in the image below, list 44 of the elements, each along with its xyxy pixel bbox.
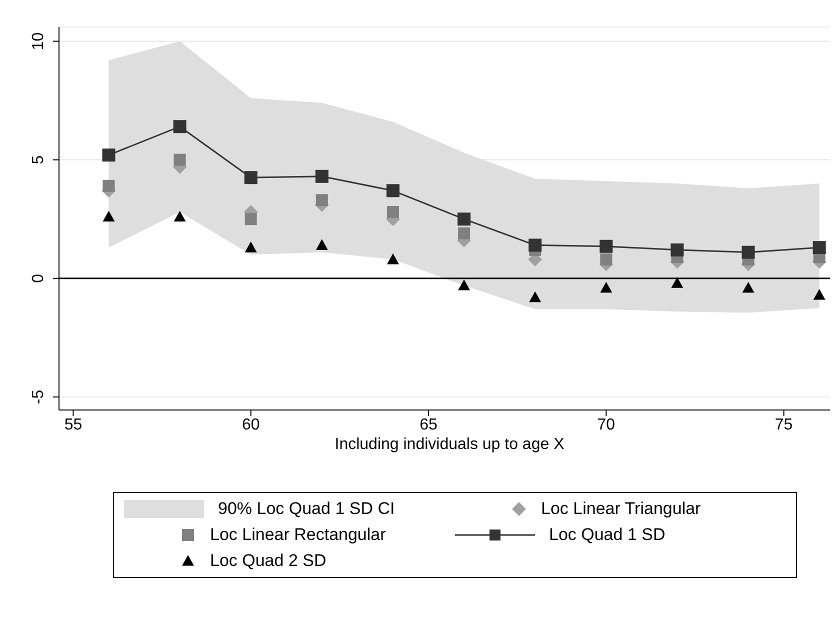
x-tick-label: 65 [420,416,438,434]
point [316,239,328,250]
legend-label: Loc Quad 1 SD [549,525,666,545]
point [102,180,115,192]
point [102,210,115,222]
point [528,238,542,252]
point [244,213,257,226]
point [316,194,328,206]
point [173,120,186,134]
point [600,253,612,266]
point [458,212,471,226]
point [174,210,186,222]
point [529,291,542,302]
x-tick-label: 75 [774,416,793,434]
legend-label: Loc Linear Triangular [541,499,701,519]
point [742,246,755,259]
point [600,282,612,293]
x-tick-label: 60 [242,416,260,434]
y-tick-label: 0 [30,274,47,283]
point [244,242,257,252]
point [244,171,258,184]
point [102,148,116,162]
point [386,253,399,264]
point [386,184,400,198]
point [458,227,470,240]
x-axis-title: Including individuals up to age X [334,436,566,454]
point [742,282,754,293]
point [812,241,826,254]
x-tick-label: 70 [597,416,616,434]
point [315,170,328,183]
point [813,288,826,300]
y-tick-label: 10 [30,32,47,50]
point [600,240,613,253]
point [458,279,470,290]
legend-label: Loc Quad 2 SD [210,551,326,571]
point [386,206,399,218]
text: 90% Loc Quad 1 SD CI [218,499,395,519]
point [670,243,684,256]
point [671,277,684,288]
x-tick-label: 55 [64,416,82,434]
y-tick-label: -5 [30,390,47,404]
point [174,154,186,166]
y-tick-label: 5 [30,155,47,164]
legend-label: Loc Linear Rectangular [210,525,386,545]
